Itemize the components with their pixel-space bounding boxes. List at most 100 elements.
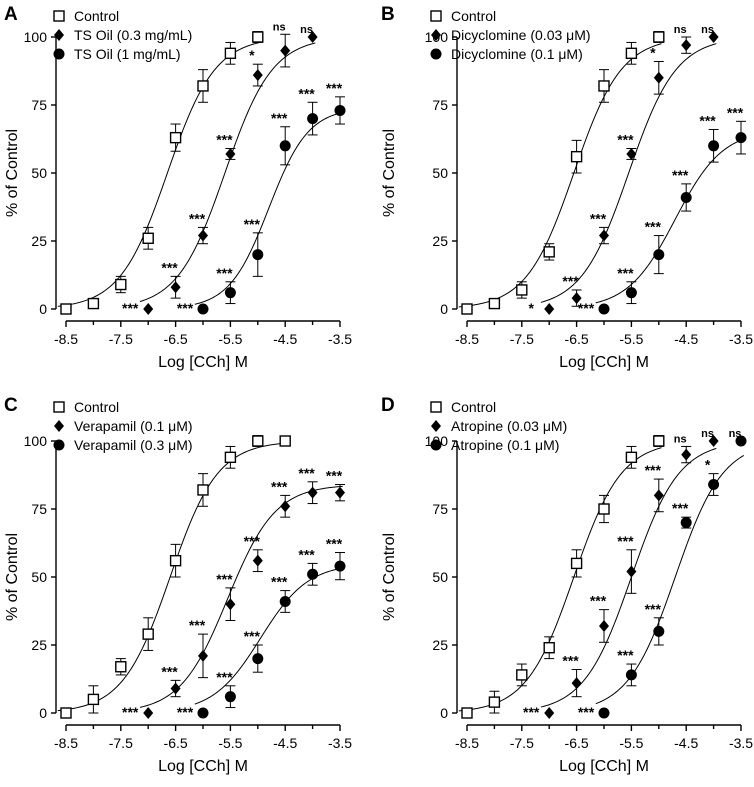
x-tick-label: -5.5 [619, 331, 643, 347]
significance-label: ns [300, 24, 313, 36]
y-tick-label: 0 [440, 705, 448, 721]
legend-marker-circle [53, 439, 65, 451]
x-tick-label: -4.5 [273, 735, 297, 751]
significance-label: *** [645, 601, 662, 617]
data-point-square [598, 80, 610, 92]
fit-curve-3 [194, 111, 343, 305]
x-tick-label: -3.5 [729, 331, 753, 347]
data-point-circle [252, 249, 264, 261]
data-point-square [625, 451, 638, 464]
legend-label: Control [74, 8, 119, 24]
data-point-circle [279, 595, 291, 607]
data-point-diamond [252, 69, 263, 82]
significance-label: *** [645, 462, 662, 478]
x-tick-label: -6.5 [164, 331, 188, 347]
significance-label: *** [617, 132, 634, 148]
legend-marker-square [430, 10, 442, 22]
data-point-circle [307, 113, 319, 125]
significance-label: *** [562, 652, 579, 668]
legend-label: Atropine (0.1 μM) [451, 437, 559, 453]
significance-label: ns [674, 24, 687, 36]
data-point-square [516, 284, 528, 296]
data-point-square [516, 669, 528, 681]
y-axis-title: % of Control [4, 129, 21, 217]
y-tick-label: 75 [432, 501, 448, 517]
fit-curve-2 [540, 43, 717, 303]
data-point-diamond [626, 147, 637, 160]
data-point-diamond [599, 619, 609, 632]
significance-label: *** [298, 85, 315, 101]
significance-label: *** [244, 533, 261, 549]
data-point-diamond [571, 292, 582, 305]
x-tick-label: -4.5 [674, 331, 698, 347]
data-point-circle [598, 707, 610, 719]
data-point-circle [224, 287, 236, 299]
significance-label: *** [271, 574, 288, 590]
data-point-diamond [708, 31, 719, 43]
panel-label: A [4, 4, 18, 25]
y-tick-label: 25 [31, 233, 47, 249]
panel-label: D [381, 395, 395, 416]
data-point-diamond [681, 39, 692, 52]
data-point-square [598, 503, 610, 515]
data-point-square [87, 693, 100, 706]
data-point-circle [625, 287, 637, 299]
data-point-square [60, 707, 72, 719]
data-point-circle [735, 132, 747, 144]
data-point-square [169, 131, 182, 144]
data-point-square [60, 303, 72, 315]
data-point-diamond [653, 71, 664, 84]
significance-label: *** [189, 617, 206, 633]
significance-label: *** [727, 104, 744, 120]
significance-label: *** [216, 132, 233, 148]
data-point-square [252, 31, 264, 43]
significance-label: *** [617, 533, 634, 549]
x-axis-title: Log [CCh] M [559, 354, 649, 371]
data-point-circle [279, 140, 291, 152]
significance-label: *** [298, 465, 315, 481]
legend-marker-diamond [431, 420, 441, 432]
significance-label: * [249, 47, 255, 63]
data-point-diamond [708, 435, 719, 447]
legend-marker-square [53, 10, 65, 22]
legend-marker-circle [53, 48, 65, 60]
significance-label: * [650, 44, 656, 60]
data-point-diamond [599, 229, 609, 242]
x-tick-label: -4.5 [674, 735, 698, 751]
significance-label: *** [271, 110, 288, 126]
significance-label: * [528, 300, 534, 316]
x-tick-label: -5.5 [218, 735, 242, 751]
significance-label: *** [699, 112, 716, 128]
data-point-circle [708, 479, 720, 491]
legend-marker-circle [430, 439, 442, 451]
x-tick-label: -7.5 [109, 735, 133, 751]
legend-label: Verapamil (0.1 μM) [74, 418, 193, 434]
y-tick-label: 50 [31, 569, 47, 585]
x-tick-label: -6.5 [565, 735, 589, 751]
data-point-circle [653, 625, 665, 637]
data-point-diamond [626, 565, 637, 578]
panel-c: C 0 25 50 75 100 -8.5 -7.5 -6.5 -5.5 -4.5 -3.5 Log [… [4, 395, 352, 775]
x-tick-label: -7.5 [510, 735, 534, 751]
significance-label: *** [271, 478, 288, 494]
significance-label: *** [189, 210, 206, 226]
panel-label: B [381, 4, 395, 25]
data-point-square [543, 642, 555, 654]
data-point-square [115, 661, 127, 673]
significance-label: *** [122, 300, 139, 316]
data-point-diamond [544, 303, 555, 315]
y-tick-label: 0 [39, 705, 47, 721]
legend-marker-square [53, 401, 65, 413]
data-point-square [461, 707, 473, 719]
data-point-diamond [225, 147, 236, 160]
data-point-circle [708, 140, 720, 152]
x-tick-label: -3.5 [328, 331, 352, 347]
data-point-square [224, 451, 237, 464]
legend-label: TS Oil (0.3 mg/mL) [74, 27, 192, 43]
data-point-diamond [280, 44, 291, 57]
fit-curve-3 [595, 138, 744, 304]
significance-label: *** [161, 259, 178, 275]
